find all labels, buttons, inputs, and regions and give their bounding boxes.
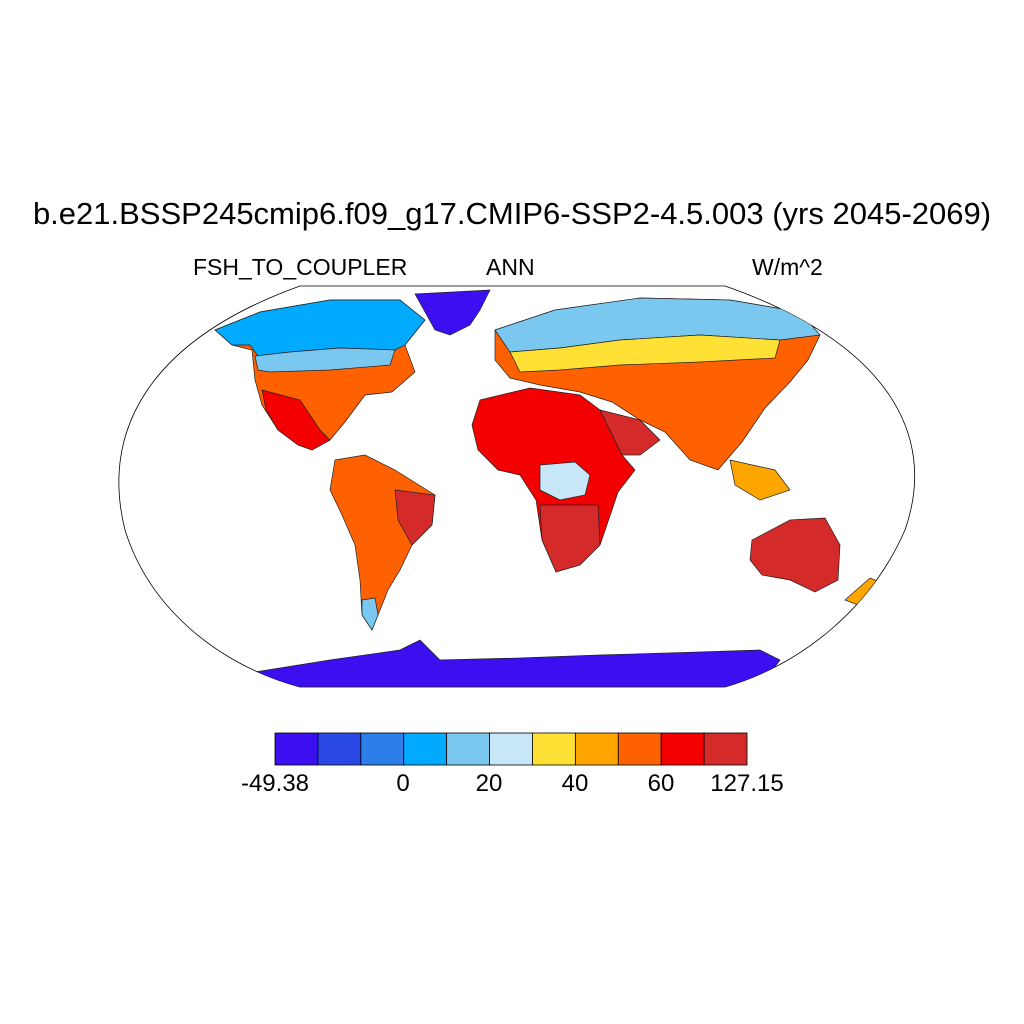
north-america-subarctic [254,347,396,373]
africa-south [539,504,601,573]
colorbar-box [274,732,319,766]
colorbar-box [574,732,619,766]
colorbar-box [446,732,490,766]
colorbar-tick-label: -49.38 [240,770,310,797]
colorbar-box [532,732,576,766]
australia-land [749,517,841,593]
south-america-tip [361,597,379,631]
colorbar-box [660,732,705,766]
greenland-land [414,289,491,336]
plot-title: b.e21.BSSP245cmip6.f09_g17.CMIP6-SSP2-4.… [32,196,992,231]
colorbar-box [360,732,405,766]
arabia-land [599,409,661,456]
colorbar-tick-label: 60 [647,770,675,797]
season-label: ANN [486,254,535,280]
colorbar-tick-label: 40 [561,770,589,797]
colorbar-box [617,732,662,766]
south-america-east [394,489,436,546]
variable-name: FSH_TO_COUPLER [193,254,408,280]
colorbar-tick-label: 20 [475,770,503,797]
eurasia-subarctic [509,334,781,373]
colorbar-tick-label: 127.15 [710,770,784,797]
colorbar-box [403,732,448,766]
north-america-south [261,389,331,451]
antarctica-land [254,639,781,687]
africa-central [539,461,591,501]
colorbar-box [317,732,362,766]
units-label: W/m^2 [752,254,823,280]
colorbar-box [489,732,533,766]
colorbar-box [703,732,748,766]
southeast-asia-land [729,459,791,501]
colorbar-tick-label: 0 [396,770,410,797]
